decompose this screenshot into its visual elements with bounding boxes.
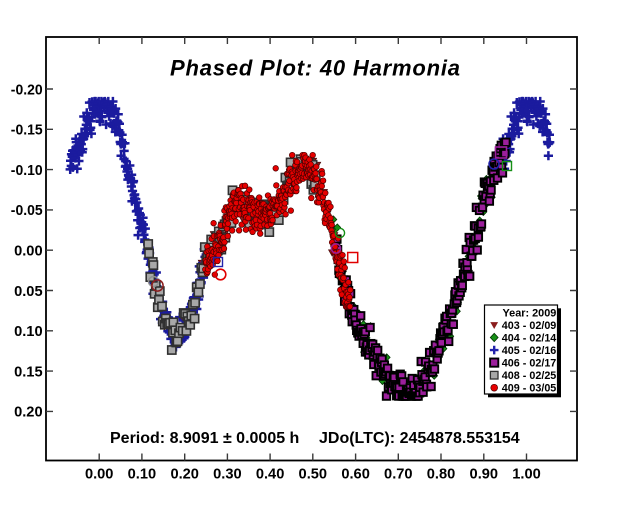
svg-text:0.10: 0.10	[14, 323, 43, 340]
svg-text:-0.10: -0.10	[11, 162, 43, 179]
svg-text:0.20: 0.20	[170, 466, 199, 483]
svg-text:0.60: 0.60	[341, 466, 370, 483]
svg-text:0.00: 0.00	[85, 466, 114, 483]
svg-text:406 - 02/17: 406 - 02/17	[502, 358, 557, 370]
svg-text:Year: 2009: Year: 2009	[503, 307, 557, 319]
svg-text:Period: 8.9091 ± 0.0005 h: Period: 8.9091 ± 0.0005 h	[110, 430, 299, 447]
svg-text:403 - 02/09: 403 - 02/09	[502, 320, 557, 332]
svg-text:408 - 02/25: 408 - 02/25	[502, 370, 557, 382]
svg-text:0.10: 0.10	[128, 466, 157, 483]
svg-text:Phased Plot: 40 Harmonia: Phased Plot: 40 Harmonia	[170, 56, 460, 81]
svg-text:405 - 02/16: 405 - 02/16	[502, 345, 557, 357]
svg-text:0.80: 0.80	[427, 466, 456, 483]
svg-text:404 - 02/14: 404 - 02/14	[502, 332, 557, 344]
svg-text:0.15: 0.15	[14, 363, 43, 380]
svg-text:-0.15: -0.15	[11, 122, 43, 139]
svg-text:0.70: 0.70	[384, 466, 413, 483]
svg-text:-0.20: -0.20	[11, 81, 43, 98]
svg-text:409 - 03/05: 409 - 03/05	[502, 383, 557, 395]
svg-text:0.00: 0.00	[14, 243, 43, 260]
svg-text:0.90: 0.90	[470, 466, 499, 483]
svg-text:JDo(LTC): 2454878.553154: JDo(LTC): 2454878.553154	[319, 430, 520, 447]
svg-text:0.30: 0.30	[213, 466, 242, 483]
svg-text:0.20: 0.20	[14, 404, 43, 421]
svg-text:0.05: 0.05	[14, 283, 43, 300]
svg-text:0.40: 0.40	[256, 466, 285, 483]
svg-text:-0.05: -0.05	[11, 202, 43, 219]
svg-text:1.00: 1.00	[512, 466, 541, 483]
svg-text:0.50: 0.50	[299, 466, 328, 483]
